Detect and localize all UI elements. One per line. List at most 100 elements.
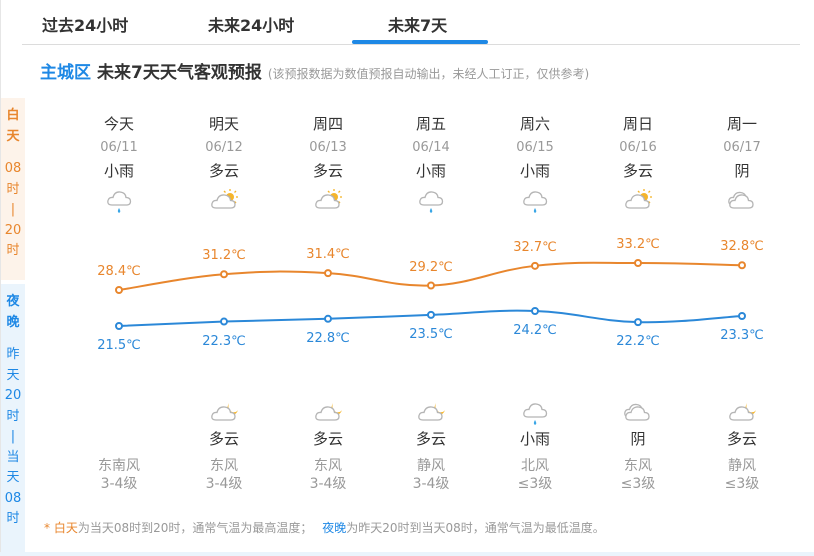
- low-temp-label: 21.5℃: [97, 338, 141, 353]
- high-temp-point: [115, 286, 123, 294]
- day-date: 06/13: [309, 140, 347, 155]
- day-weather: 阴: [734, 162, 750, 180]
- nighttime-label: 夜 晚 昨 天 20 时 | 当 天 08 时: [1, 284, 25, 552]
- day-range-char: |: [10, 202, 16, 217]
- page-title: 主城区 未来7天天气客观预报 (该预报数据为数值预报自动输出，未经人工订正，仅供参考…: [40, 58, 590, 83]
- wind-direction: 东风: [210, 458, 238, 474]
- night-range-char: 当: [6, 449, 20, 465]
- day-column: 周日 06/16 多云: [588, 112, 688, 182]
- night-label-char: 晚: [6, 314, 20, 330]
- day-date: 06/12: [205, 140, 243, 155]
- wind-info: 北风 ≤3级: [485, 457, 585, 493]
- night-weather: 多云: [415, 430, 446, 448]
- high-temp-label: 33.2℃: [616, 237, 660, 252]
- wind-level: 3-4级: [412, 476, 450, 492]
- overcast-icon: [727, 188, 757, 212]
- forecast-disclaimer: (该预报数据为数值预报自动输出，未经人工订正，仅供参考): [267, 67, 590, 81]
- low-temp-point: [738, 312, 746, 320]
- partly-cloudy-day-icon: [313, 188, 343, 212]
- day-name: 明天: [208, 115, 239, 133]
- high-temp-point: [531, 261, 539, 270]
- footnote-night-text: 为昨天20时到当天08时，通常气温为最低温度。: [346, 521, 605, 535]
- low-temp-label: 24.2℃: [513, 323, 557, 338]
- wind-direction: 静风: [417, 458, 445, 474]
- light-rain-icon: [520, 188, 550, 213]
- forecast-title: 未来7天天气客观预报: [97, 63, 262, 83]
- high-temp-point: [738, 261, 746, 270]
- day-weather: 多云: [208, 162, 239, 180]
- night-range-char: 08: [4, 490, 22, 506]
- high-temp-label: 32.7℃: [513, 239, 557, 255]
- light-rain-icon: [104, 188, 134, 213]
- night-weather: 多云: [726, 430, 757, 448]
- low-temp-label: 22.8℃: [306, 330, 350, 346]
- day-range-char: 08: [4, 161, 22, 176]
- region-name: 主城区: [40, 63, 91, 83]
- low-temp-label: 22.2℃: [616, 334, 660, 350]
- footnote-day-text: 为当天08时到20时，通常气温为最高温度；: [77, 521, 313, 535]
- day-column: 周六 06/15 小雨: [485, 112, 585, 182]
- wind-level: 3-4级: [205, 476, 243, 492]
- high-temp-point: [634, 259, 642, 267]
- tab-next-24h[interactable]: 未来24小时: [208, 16, 295, 35]
- high-temp-point: [427, 281, 435, 290]
- tab-bar: 过去24小时 未来24小时 未来7天: [22, 0, 800, 45]
- day-range-char: 时: [6, 181, 20, 197]
- day-column: 周四 06/13 多云: [278, 112, 378, 182]
- night-range-char: 20: [4, 388, 22, 403]
- active-tab-indicator: [352, 40, 488, 44]
- low-temp-point: [531, 307, 539, 315]
- day-date: 06/11: [100, 140, 138, 155]
- partly-cloudy-night-icon: [313, 400, 343, 424]
- low-temp-label: 23.5℃: [409, 326, 453, 342]
- night-weather: 多云: [208, 430, 239, 448]
- day-date: 06/17: [723, 140, 761, 155]
- wind-level: ≤3级: [620, 476, 656, 492]
- tab-next-7-days[interactable]: 未来7天: [388, 16, 448, 35]
- overcast-icon: [623, 400, 653, 424]
- high-temp-label: 28.4℃: [97, 264, 141, 279]
- night-weather: 多云: [312, 430, 343, 448]
- low-temp-point: [634, 318, 642, 327]
- high-temp-label: 31.4℃: [306, 247, 350, 263]
- day-name: 周一: [726, 115, 757, 133]
- bottom-strip: [0, 552, 814, 556]
- high-temp-point: [324, 269, 332, 278]
- tab-past-24h[interactable]: 过去24小时: [42, 16, 129, 35]
- night-range-char: 昨: [6, 347, 20, 362]
- wind-level: 3-4级: [309, 476, 347, 492]
- day-name: 周日: [622, 115, 653, 133]
- night-range-char: 时: [6, 408, 20, 424]
- wind-direction: 静风: [728, 458, 756, 474]
- daytime-label: 白 天 08 时 | 20 时: [1, 98, 25, 280]
- wind-info: 东风 3-4级: [278, 457, 378, 493]
- night-range-char: 时: [6, 511, 20, 526]
- low-temp-label: 23.3℃: [720, 328, 764, 343]
- day-column: 周一 06/17 阴: [692, 112, 792, 182]
- light-rain-icon: [520, 400, 550, 425]
- day-weather: 小雨: [103, 162, 134, 180]
- wind-level: ≤3级: [724, 476, 760, 492]
- day-weather: 多云: [312, 162, 343, 180]
- day-name: 周六: [519, 115, 550, 133]
- day-range-char: 20: [4, 222, 22, 238]
- partly-cloudy-night-icon: [416, 400, 446, 424]
- wind-info: 静风 ≤3级: [692, 457, 792, 493]
- footnote-night-label: 夜晚: [322, 521, 347, 535]
- night-range-char: 天: [6, 470, 20, 485]
- day-weather: 小雨: [415, 162, 446, 180]
- night-range-char: |: [10, 429, 16, 444]
- low-temp-point: [220, 317, 228, 326]
- night-label-char: 夜: [6, 294, 20, 309]
- day-date: 06/15: [516, 140, 554, 155]
- wind-info: 静风 3-4级: [381, 457, 481, 493]
- night-range-char: 天: [6, 367, 20, 383]
- wind-direction: 东南风: [98, 458, 140, 474]
- night-weather: 小雨: [519, 430, 550, 448]
- partly-cloudy-night-icon: [727, 400, 757, 424]
- day-weather: 小雨: [519, 162, 550, 180]
- high-temp-label: 29.2℃: [409, 259, 453, 275]
- wind-info: 东风 ≤3级: [588, 457, 688, 493]
- partly-cloudy-day-icon: [209, 188, 239, 212]
- low-temp-point: [427, 310, 435, 319]
